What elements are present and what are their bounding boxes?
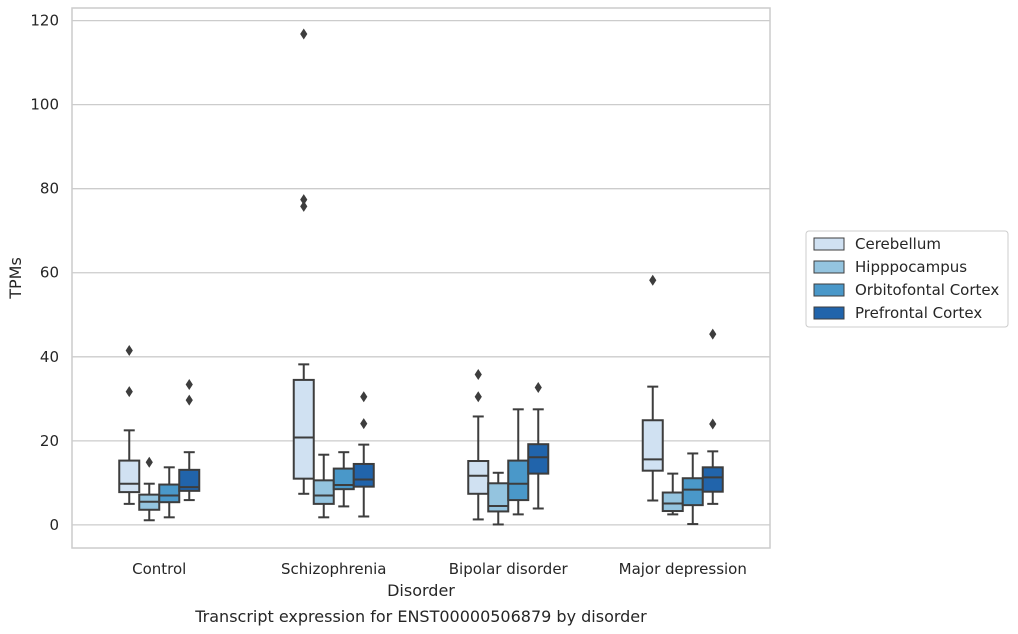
box-iqr — [681, 477, 704, 507]
box-series — [118, 28, 724, 526]
outlier-point — [360, 391, 368, 403]
box-iqr — [467, 460, 490, 495]
x-tick-label: Bipolar disorder — [449, 560, 569, 578]
gridlines — [72, 19, 770, 526]
box-group — [118, 344, 141, 505]
y-tick-label: 0 — [49, 516, 59, 534]
box-iqr — [701, 466, 724, 493]
box-iqr — [487, 482, 510, 513]
box-iqr — [158, 483, 181, 504]
legend-label: Hipppocampus — [855, 258, 967, 276]
legend-swatch — [813, 260, 845, 274]
y-tick-label: 20 — [40, 432, 59, 450]
box-group — [312, 453, 335, 519]
outlier-point — [709, 328, 717, 340]
box-iqr — [118, 459, 141, 494]
outlier-point — [145, 456, 153, 468]
outlier-point — [300, 200, 308, 212]
box-group — [292, 28, 315, 495]
y-tick-label: 60 — [40, 264, 59, 282]
box-group — [158, 466, 181, 519]
box-iqr — [507, 459, 530, 502]
legend-swatch — [813, 306, 845, 320]
box-iqr — [292, 378, 315, 480]
y-tick-label: 100 — [30, 96, 59, 114]
box-iqr — [527, 443, 550, 475]
box-iqr — [352, 462, 375, 488]
y-tick-labels: 0 20 40 60 80 100 120 — [30, 12, 59, 534]
outlier-point — [649, 274, 657, 286]
legend-label: Cerebellum — [855, 235, 941, 253]
outlier-point — [185, 394, 193, 406]
box-iqr — [312, 479, 335, 505]
box-group — [527, 381, 550, 510]
x-tick-label: Major depression — [619, 560, 747, 578]
legend-item: Cerebellum — [813, 235, 941, 253]
y-tick-label: 80 — [40, 180, 59, 198]
outlier-point — [300, 194, 308, 206]
series-orbitofontal-cortex — [158, 408, 704, 526]
outlier-point — [125, 386, 133, 398]
y-tick-label: 120 — [30, 12, 59, 30]
box-group — [352, 391, 375, 518]
box-iqr — [178, 468, 201, 492]
legend-swatch — [813, 237, 845, 251]
plot-frame — [71, 7, 771, 549]
legend: Cerebellum Hipppocampus Orbitofontal Corte… — [805, 230, 1009, 328]
box-iqr — [641, 419, 664, 472]
outlier-point — [474, 391, 482, 403]
box-iqr — [661, 491, 684, 513]
box-group — [681, 452, 704, 526]
outlier-point — [300, 28, 308, 40]
plot-background — [72, 8, 770, 548]
y-axis-label: TPMs — [6, 257, 25, 300]
legend-item: Orbitofontal Cortex — [813, 281, 999, 299]
box-group — [467, 368, 490, 521]
box-group — [701, 328, 724, 505]
series-cerebellum — [118, 28, 664, 521]
box-group — [507, 408, 530, 516]
box-group — [487, 471, 510, 526]
y-tick-label: 40 — [40, 348, 59, 366]
outlier-point — [709, 418, 717, 430]
box-group — [138, 456, 161, 522]
box-iqr — [332, 467, 355, 491]
legend-item: Prefrontal Cortex — [813, 304, 982, 322]
legend-item: Hipppocampus — [813, 258, 967, 276]
x-tick-label: Schizophrenia — [281, 560, 386, 578]
outlier-point — [360, 418, 368, 430]
x-axis-label: Disorder — [387, 581, 455, 600]
x-tick-labels: Control Schizophrenia Bipolar disorder Majo… — [132, 560, 747, 578]
legend-label: Prefrontal Cortex — [855, 304, 982, 322]
outlier-point — [125, 344, 133, 356]
x-tick-label: Control — [132, 560, 186, 578]
legend-swatch — [813, 283, 845, 297]
legend-frame — [805, 230, 1009, 328]
outlier-point — [185, 379, 193, 391]
legend-label: Orbitofontal Cortex — [855, 281, 999, 299]
series-prefrontal-cortex — [178, 328, 724, 518]
outlier-point — [474, 368, 482, 380]
chart-caption: Transcript expression for ENST0000050687… — [194, 607, 647, 626]
box-group — [641, 274, 664, 502]
box-group — [178, 379, 201, 502]
outlier-point — [534, 381, 542, 393]
